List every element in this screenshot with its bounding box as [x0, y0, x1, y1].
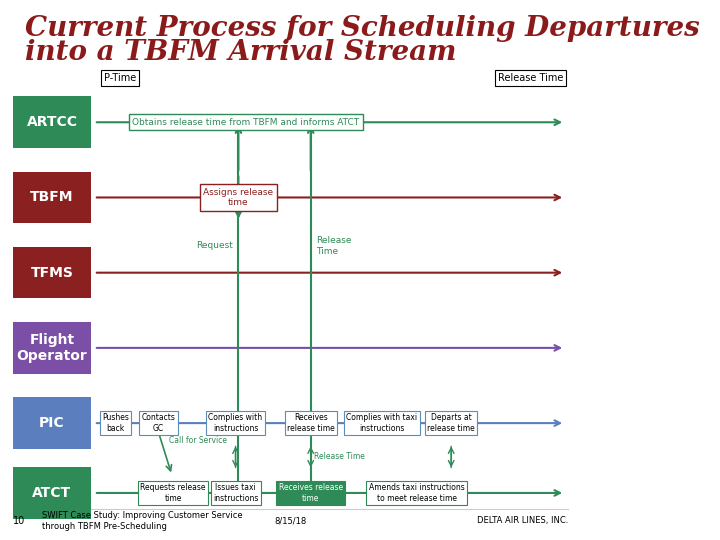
Text: Call for Service: Call for Service: [169, 436, 227, 445]
FancyBboxPatch shape: [13, 172, 91, 223]
Text: Receives
release time: Receives release time: [287, 414, 335, 433]
Text: Release Time: Release Time: [314, 453, 364, 462]
Text: DELTA AIR LINES, INC.: DELTA AIR LINES, INC.: [477, 516, 568, 525]
FancyBboxPatch shape: [13, 247, 91, 299]
Text: into a TBFM Arrival Stream: into a TBFM Arrival Stream: [24, 39, 456, 66]
Text: Issues taxi
instructions: Issues taxi instructions: [213, 483, 258, 503]
Text: Release
Time: Release Time: [317, 236, 352, 255]
Text: Request: Request: [196, 241, 233, 251]
Text: 8/15/18: 8/15/18: [274, 516, 307, 525]
FancyBboxPatch shape: [13, 322, 91, 374]
Text: Contacts
GC: Contacts GC: [142, 414, 176, 433]
Text: Current Process for Scheduling Departures: Current Process for Scheduling Departure…: [24, 15, 699, 42]
Text: 10: 10: [13, 516, 25, 526]
FancyBboxPatch shape: [13, 397, 91, 449]
Text: Release Time: Release Time: [498, 73, 563, 83]
Text: Obtains release time from TBFM and informs ATCT: Obtains release time from TBFM and infor…: [132, 118, 359, 127]
Text: TFMS: TFMS: [30, 266, 73, 280]
Text: P-Time: P-Time: [104, 73, 136, 83]
Text: TBFM: TBFM: [30, 191, 73, 205]
Text: Complies with
instructions: Complies with instructions: [209, 414, 263, 433]
Text: Assigns release
time: Assigns release time: [203, 188, 274, 207]
Text: Amends taxi instructions
to meet release time: Amends taxi instructions to meet release…: [369, 483, 464, 503]
Text: Receives release
time: Receives release time: [279, 483, 343, 503]
Text: Complies with taxi
instructions: Complies with taxi instructions: [346, 414, 418, 433]
Text: Departs at
release time: Departs at release time: [427, 414, 475, 433]
FancyBboxPatch shape: [13, 467, 91, 519]
Text: Pushes
back: Pushes back: [102, 414, 129, 433]
Text: SWIFT Case Study: Improving Customer Service
through TBFM Pre-Scheduling: SWIFT Case Study: Improving Customer Ser…: [42, 511, 243, 531]
Text: Requests release
time: Requests release time: [140, 483, 206, 503]
Text: Flight
Operator: Flight Operator: [17, 333, 87, 363]
Text: ATCT: ATCT: [32, 486, 71, 500]
Text: ARTCC: ARTCC: [27, 115, 78, 129]
FancyBboxPatch shape: [13, 97, 91, 148]
Text: PIC: PIC: [39, 416, 65, 430]
